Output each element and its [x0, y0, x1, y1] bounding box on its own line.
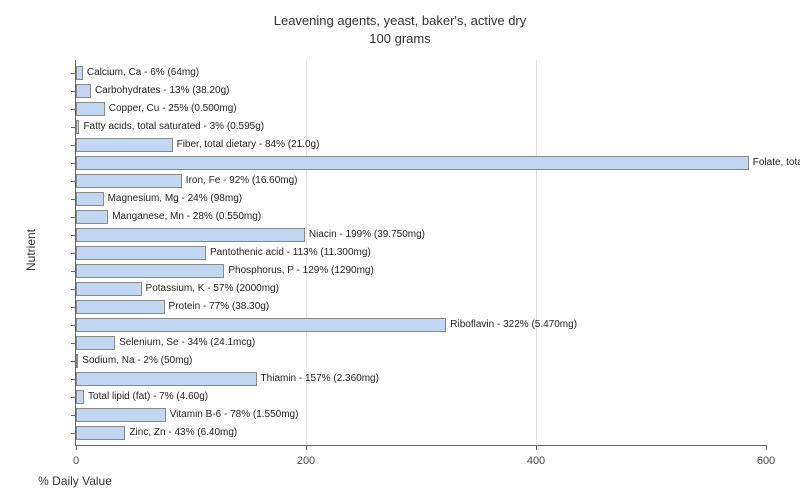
nutrient-bar-label: Zinc, Zn - 43% (6.40mg)	[125, 426, 237, 440]
nutrient-bar	[76, 66, 83, 80]
nutrient-bar	[76, 336, 115, 350]
nutrient-bar	[76, 102, 105, 116]
nutrient-bar-label: Sodium, Na - 2% (50mg)	[78, 354, 192, 368]
nutrient-bar-label: Iron, Fe - 92% (16.60mg)	[182, 174, 298, 188]
nutrient-bar	[76, 408, 166, 422]
x-tick-label: 400	[527, 455, 545, 467]
nutrient-bar-label: Carbohydrates - 13% (38.20g)	[91, 84, 230, 98]
nutrient-bar	[76, 138, 173, 152]
nutrient-bar-label: Thiamin - 157% (2.360mg)	[257, 372, 379, 386]
nutrient-bar-label: Pantothenic acid - 113% (11.300mg)	[206, 246, 371, 260]
gridline	[536, 60, 537, 445]
chart-title-line2: 100 grams	[369, 31, 430, 46]
nutrient-bar	[76, 300, 165, 314]
nutrient-bar-label: Phosphorus, P - 129% (1290mg)	[224, 264, 373, 278]
nutrient-bar-label: Selenium, Se - 34% (24.1mcg)	[115, 336, 255, 350]
nutrient-bar-label: Protein - 77% (38.30g)	[165, 300, 270, 314]
nutrient-bar	[76, 84, 91, 98]
x-axis-label: % Daily Value	[0, 474, 420, 488]
plot-area: 0200400600Calcium, Ca - 6% (64mg)Carbohy…	[75, 60, 766, 446]
nutrient-bar-label: Fatty acids, total saturated - 3% (0.595…	[79, 120, 264, 134]
chart-title-line1: Leavening agents, yeast, baker's, active…	[274, 13, 527, 28]
nutrient-bar-label: Vitamin B-6 - 78% (1.550mg)	[166, 408, 299, 422]
nutrient-chart: Leavening agents, yeast, baker's, active…	[0, 0, 800, 500]
nutrient-bar	[76, 192, 104, 206]
nutrient-bar-label: Niacin - 199% (39.750mg)	[305, 228, 425, 242]
nutrient-bar	[76, 156, 749, 170]
nutrient-bar-label: Fiber, total dietary - 84% (21.0g)	[173, 138, 320, 152]
chart-title: Leavening agents, yeast, baker's, active…	[0, 0, 800, 48]
nutrient-bar-label: Copper, Cu - 25% (0.500mg)	[105, 102, 237, 116]
nutrient-bar	[76, 282, 142, 296]
nutrient-bar-label: Total lipid (fat) - 7% (4.60g)	[84, 390, 208, 404]
nutrient-bar-label: Magnesium, Mg - 24% (98mg)	[104, 192, 243, 206]
nutrient-bar-label: Folate, total - 585% (2340mcg)	[749, 156, 800, 170]
nutrient-bar-label: Potassium, K - 57% (2000mg)	[142, 282, 279, 296]
y-axis-label: Nutrient	[24, 229, 38, 271]
nutrient-bar	[76, 228, 305, 242]
x-tick-label: 0	[73, 455, 79, 467]
nutrient-bar-label: Calcium, Ca - 6% (64mg)	[83, 66, 199, 80]
nutrient-bar	[76, 372, 257, 386]
nutrient-bar	[76, 264, 224, 278]
nutrient-bar	[76, 174, 182, 188]
nutrient-bar-label: Riboflavin - 322% (5.470mg)	[446, 318, 577, 332]
x-tick-label: 200	[297, 455, 315, 467]
x-tick	[536, 445, 537, 450]
nutrient-bar	[76, 318, 446, 332]
x-tick	[766, 445, 767, 450]
nutrient-bar	[76, 210, 108, 224]
nutrient-bar	[76, 246, 206, 260]
nutrient-bar-label: Manganese, Mn - 28% (0.550mg)	[108, 210, 261, 224]
x-tick-label: 600	[757, 455, 775, 467]
x-tick	[306, 445, 307, 450]
nutrient-bar	[76, 426, 125, 440]
x-tick	[76, 445, 77, 450]
nutrient-bar	[76, 390, 84, 404]
